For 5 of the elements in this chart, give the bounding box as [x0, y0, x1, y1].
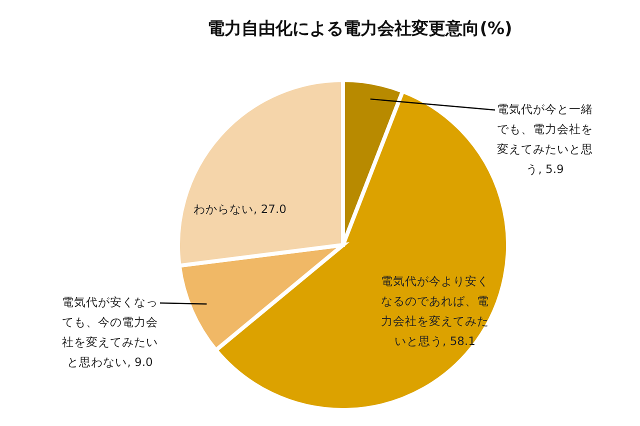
slice-label: わからない, 27.0: [194, 202, 286, 216]
slice-label: 電気代が今より安くなるのであれば、電力会社を変えてみたいと思う, 58.1: [381, 274, 489, 348]
slice-label: 電気代が安くなっても、今の電力会社を変えてみたいと思わない, 9.0: [62, 295, 158, 369]
chart-title: 電力自由化による電力会社変更意向(%): [208, 19, 512, 39]
slice-label: 電気代が今と一緒でも、電力会社を変えてみたいと思う, 5.9: [497, 102, 593, 176]
